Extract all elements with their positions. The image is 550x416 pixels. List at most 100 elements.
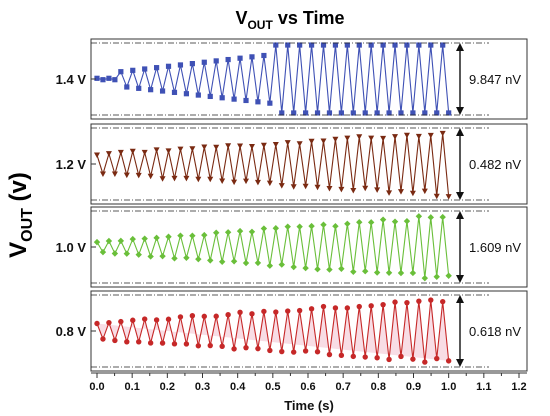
data-point [171, 175, 178, 182]
data-point [112, 77, 118, 83]
range-annotation: 0.482 nV [469, 157, 521, 172]
data-point [302, 348, 309, 354]
data-point [344, 135, 351, 142]
data-point [279, 348, 285, 355]
data-point [177, 146, 184, 153]
data-point [183, 254, 190, 261]
data-point [267, 347, 273, 354]
data-point [135, 251, 142, 258]
x-tick-label: 1.1 [476, 381, 491, 393]
data-point [171, 89, 178, 95]
data-point [105, 237, 113, 245]
data-point [385, 269, 393, 277]
signal-line [96, 133, 450, 197]
data-point [272, 225, 280, 232]
data-point [326, 266, 333, 273]
data-point [278, 261, 285, 268]
data-point [177, 232, 184, 239]
data-point [326, 351, 333, 358]
data-point [403, 217, 411, 225]
signal-line [96, 216, 450, 279]
data-point [171, 341, 178, 347]
data-point [332, 42, 339, 48]
data-point [392, 42, 398, 48]
data-point [320, 138, 327, 144]
data-point [284, 223, 291, 230]
data-point [130, 67, 136, 73]
x-tick-label: 1.0 [441, 381, 456, 393]
data-point [154, 65, 160, 71]
data-point [254, 179, 261, 186]
data-point [242, 259, 250, 267]
data-point [159, 176, 166, 182]
data-point [248, 228, 256, 235]
data-point [225, 56, 231, 63]
data-point [195, 343, 202, 349]
data-point [195, 176, 202, 183]
data-point [189, 61, 195, 67]
data-point [422, 359, 428, 365]
data-point [100, 336, 106, 342]
data-point [243, 97, 249, 104]
data-point [374, 110, 380, 116]
data-point [94, 75, 100, 81]
data-point [285, 42, 291, 48]
data-point [374, 355, 380, 361]
data-point [249, 311, 255, 317]
data-point [124, 339, 130, 345]
data-point [141, 149, 148, 156]
data-point [386, 190, 393, 196]
data-point [362, 185, 369, 192]
data-point [248, 143, 255, 150]
data-point [314, 349, 321, 355]
data-point [213, 229, 220, 236]
x-tick-label: 0.8 [371, 381, 386, 393]
data-point [105, 151, 112, 157]
data-point [338, 186, 345, 193]
data-point [255, 99, 261, 105]
data-point [249, 54, 255, 60]
data-point [266, 262, 274, 269]
data-point [153, 317, 160, 323]
data-point [422, 110, 428, 116]
chart-title: VOUT vs Time [235, 8, 344, 32]
data-point [189, 232, 196, 239]
data-point [207, 93, 213, 100]
data-point [320, 221, 327, 228]
data-point [165, 316, 172, 322]
data-point [338, 352, 345, 359]
data-point [427, 214, 434, 221]
data-point [367, 219, 375, 226]
data-point [266, 180, 273, 187]
data-point [112, 337, 118, 344]
data-point [147, 173, 154, 180]
data-point [279, 110, 285, 116]
data-point [410, 110, 416, 116]
data-point [94, 152, 100, 159]
range-arrow-head-up [456, 295, 464, 303]
data-point [261, 52, 267, 59]
x-tick-label: 0.9 [406, 381, 421, 393]
range-arrow-head-down [456, 359, 464, 367]
data-point [296, 141, 303, 147]
data-point [392, 134, 399, 140]
data-point [344, 220, 351, 227]
data-point [362, 354, 368, 360]
data-point [136, 339, 142, 345]
data-point [111, 171, 118, 177]
data-point [93, 238, 101, 246]
data-point [344, 305, 351, 311]
x-tick-label: 0.5 [265, 381, 280, 393]
data-point [308, 222, 315, 230]
data-point [219, 343, 225, 350]
data-point [147, 253, 154, 260]
panel-0-8v: 0.618 nV 0.8 V [56, 290, 528, 372]
data-point [237, 143, 244, 149]
data-point [433, 273, 440, 280]
data-point [356, 219, 363, 226]
data-point [326, 185, 333, 192]
data-point [213, 144, 220, 151]
data-point [171, 255, 178, 262]
data-point [195, 255, 202, 263]
